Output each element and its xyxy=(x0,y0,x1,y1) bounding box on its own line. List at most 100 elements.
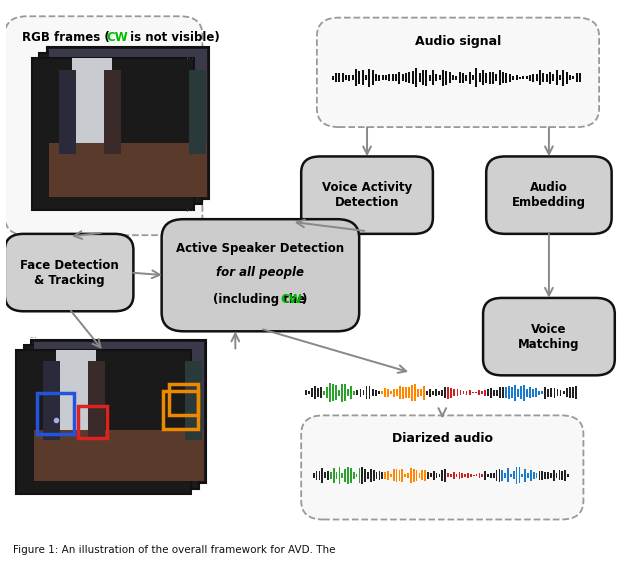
Bar xyxy=(308,391,310,395)
Bar xyxy=(465,75,467,81)
Bar xyxy=(467,473,469,478)
Text: Figure 1: An illustration of the overall framework for AVD. The: Figure 1: An illustration of the overall… xyxy=(13,545,335,555)
Bar xyxy=(449,72,451,83)
Bar xyxy=(344,469,346,482)
Bar xyxy=(472,392,474,393)
Bar xyxy=(345,75,347,80)
Bar xyxy=(378,391,380,395)
Bar xyxy=(468,391,470,395)
Bar xyxy=(438,474,440,477)
Bar xyxy=(524,384,525,401)
Bar xyxy=(550,388,552,397)
Bar xyxy=(372,389,374,396)
Bar xyxy=(362,70,364,85)
Bar xyxy=(432,70,434,85)
Bar xyxy=(399,72,401,84)
Bar xyxy=(422,70,424,85)
Bar xyxy=(546,74,548,82)
Bar xyxy=(569,387,571,398)
Bar xyxy=(365,75,367,80)
Bar xyxy=(481,474,483,477)
FancyBboxPatch shape xyxy=(72,58,112,183)
Bar xyxy=(305,390,307,395)
Bar xyxy=(522,76,524,79)
Bar xyxy=(529,387,531,398)
Bar xyxy=(324,473,326,478)
Bar xyxy=(417,389,419,397)
Bar xyxy=(364,469,366,482)
Bar xyxy=(563,391,564,395)
Bar xyxy=(461,473,463,478)
Bar xyxy=(468,72,470,84)
Bar xyxy=(399,386,401,399)
Bar xyxy=(492,72,494,84)
Text: Voice Activity
Detection: Voice Activity Detection xyxy=(322,181,412,209)
Bar xyxy=(402,74,404,81)
Bar xyxy=(447,387,449,398)
Bar xyxy=(527,473,529,478)
Bar xyxy=(423,386,425,400)
Bar xyxy=(313,473,315,478)
Bar xyxy=(556,70,557,85)
Bar xyxy=(442,470,443,481)
Bar xyxy=(524,469,526,482)
Bar xyxy=(559,390,561,396)
FancyBboxPatch shape xyxy=(162,219,359,331)
Bar xyxy=(575,386,577,399)
Bar xyxy=(420,389,422,396)
Bar xyxy=(567,474,569,477)
FancyBboxPatch shape xyxy=(5,234,133,311)
Bar xyxy=(566,71,568,84)
Bar xyxy=(450,474,452,477)
FancyBboxPatch shape xyxy=(5,16,202,235)
Bar xyxy=(321,468,323,483)
Bar xyxy=(393,389,395,397)
Bar xyxy=(425,70,428,85)
Bar xyxy=(572,76,574,79)
Bar xyxy=(481,391,483,395)
FancyBboxPatch shape xyxy=(301,415,584,519)
Bar xyxy=(330,472,332,479)
Bar xyxy=(362,390,364,396)
Bar xyxy=(479,73,481,82)
Bar xyxy=(470,474,472,477)
Bar xyxy=(451,388,452,398)
FancyBboxPatch shape xyxy=(24,345,198,488)
Bar xyxy=(333,468,335,483)
Bar xyxy=(557,389,559,396)
Bar xyxy=(385,75,387,80)
Bar xyxy=(513,472,515,479)
Bar xyxy=(348,75,350,81)
Bar xyxy=(387,471,389,480)
Bar xyxy=(436,473,438,478)
Bar xyxy=(499,469,500,482)
Bar xyxy=(348,389,349,396)
Bar xyxy=(460,391,461,395)
Bar xyxy=(525,76,527,79)
Bar xyxy=(388,75,390,81)
Bar xyxy=(433,471,435,480)
Text: RGB frames (: RGB frames ( xyxy=(22,31,110,44)
Bar xyxy=(396,469,397,482)
Bar xyxy=(351,75,354,80)
Bar xyxy=(489,71,491,84)
FancyBboxPatch shape xyxy=(301,156,433,234)
Bar xyxy=(502,72,504,83)
Bar xyxy=(367,472,369,479)
Bar xyxy=(427,472,429,479)
Bar xyxy=(533,472,534,479)
Text: CW: CW xyxy=(280,293,302,306)
Bar xyxy=(459,472,460,479)
Bar xyxy=(539,471,540,480)
Bar xyxy=(347,467,349,484)
Bar xyxy=(554,388,556,398)
Bar xyxy=(496,389,498,396)
Bar xyxy=(339,467,340,484)
FancyBboxPatch shape xyxy=(34,430,204,481)
Bar xyxy=(356,474,358,477)
Bar xyxy=(415,68,417,87)
Text: Diarized audio: Diarized audio xyxy=(392,432,493,445)
Bar xyxy=(522,474,523,477)
Bar xyxy=(373,470,374,481)
Bar xyxy=(341,384,343,402)
